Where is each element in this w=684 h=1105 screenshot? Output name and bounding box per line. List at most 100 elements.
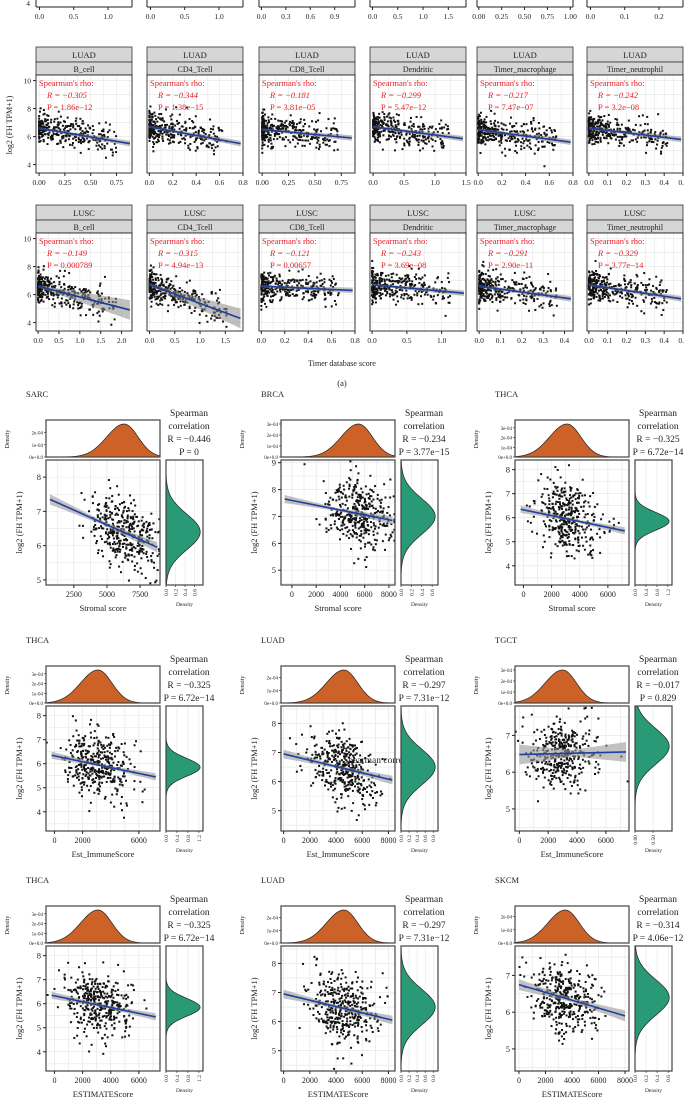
data-point — [274, 117, 277, 120]
strip-cancer-label: LUAD — [183, 50, 207, 60]
data-point — [599, 130, 602, 133]
data-point — [500, 122, 503, 125]
partial-panel: 0.0 0.5 1.0 1.5 — [368, 0, 467, 21]
data-point — [284, 290, 287, 293]
data-point — [149, 582, 152, 585]
data-point — [373, 130, 376, 133]
data-point — [131, 560, 134, 563]
data-point — [128, 549, 131, 552]
data-point — [587, 298, 590, 301]
data-point — [594, 134, 597, 137]
data-point — [108, 497, 111, 500]
data-point — [285, 282, 288, 285]
data-point — [128, 554, 131, 557]
data-point — [630, 284, 633, 287]
data-point — [497, 121, 500, 124]
data-point — [57, 121, 60, 124]
data-point — [614, 118, 617, 121]
y-tick-label: 6 — [27, 133, 31, 142]
data-point — [397, 279, 400, 282]
data-point — [316, 276, 319, 279]
data-point — [417, 277, 420, 280]
data-point — [106, 131, 109, 134]
data-point — [381, 111, 384, 114]
data-point — [591, 139, 594, 142]
fit-line — [372, 126, 464, 140]
data-point — [599, 275, 602, 278]
data-point — [598, 274, 601, 277]
data-point — [97, 552, 100, 555]
data-point — [479, 299, 482, 302]
data-point — [422, 139, 425, 142]
data-point — [372, 131, 375, 134]
data-point — [58, 280, 61, 283]
fit-line — [588, 284, 682, 300]
data-point — [57, 123, 60, 126]
data-point — [326, 138, 329, 141]
data-point — [276, 137, 279, 140]
data-point — [47, 290, 50, 293]
data-point — [280, 296, 283, 299]
data-point — [176, 122, 179, 125]
data-point — [431, 145, 434, 148]
stat-title: correlation — [168, 422, 209, 432]
data-point — [392, 272, 395, 275]
data-point — [291, 138, 294, 141]
data-point — [177, 133, 180, 136]
data-point — [529, 289, 532, 292]
data-point — [523, 294, 526, 297]
data-point — [638, 115, 641, 118]
data-point — [275, 126, 278, 129]
data-point — [662, 309, 665, 312]
x-tick-label: 0.0 — [145, 178, 155, 187]
data-point — [548, 303, 551, 306]
data-point — [478, 290, 481, 293]
data-point — [502, 298, 505, 301]
data-point — [38, 278, 41, 281]
data-point — [44, 293, 47, 296]
data-point — [504, 124, 507, 127]
data-point — [596, 119, 599, 122]
data-point — [290, 289, 293, 292]
data-point — [175, 119, 178, 122]
data-point — [201, 293, 204, 296]
data-point — [264, 281, 267, 284]
data-point — [302, 296, 305, 299]
data-point — [424, 142, 427, 145]
stat-title: Spearman's rho: — [39, 236, 94, 246]
data-point — [554, 289, 557, 292]
data-point — [478, 121, 481, 124]
data-point — [149, 273, 152, 276]
data-point — [260, 275, 263, 278]
data-point — [38, 131, 41, 134]
data-point — [479, 141, 482, 144]
data-point — [62, 136, 65, 139]
data-point — [480, 118, 483, 121]
data-point — [395, 138, 398, 141]
data-point — [77, 138, 80, 141]
data-point — [63, 269, 66, 272]
data-point — [399, 135, 402, 138]
y-axis-title: log2 (FH TPM+1) — [5, 95, 14, 154]
data-point — [529, 147, 532, 150]
data-point — [56, 126, 59, 129]
data-point — [315, 281, 318, 284]
data-point — [261, 141, 264, 144]
data-point — [151, 552, 154, 555]
data-point — [191, 293, 194, 296]
data-point — [270, 117, 273, 120]
data-point — [642, 130, 645, 133]
data-point — [398, 277, 401, 280]
data-point — [158, 530, 161, 533]
data-point — [417, 138, 420, 141]
y-tick-label: 6 — [37, 541, 41, 551]
data-point — [297, 139, 300, 142]
data-point — [267, 140, 270, 143]
x-tick-label: 1.0 — [418, 12, 428, 21]
density-tick-label: 1e-04 — [267, 445, 279, 450]
data-point — [538, 305, 541, 308]
data-point — [540, 140, 543, 143]
data-point — [417, 290, 420, 293]
data-point — [485, 126, 488, 129]
